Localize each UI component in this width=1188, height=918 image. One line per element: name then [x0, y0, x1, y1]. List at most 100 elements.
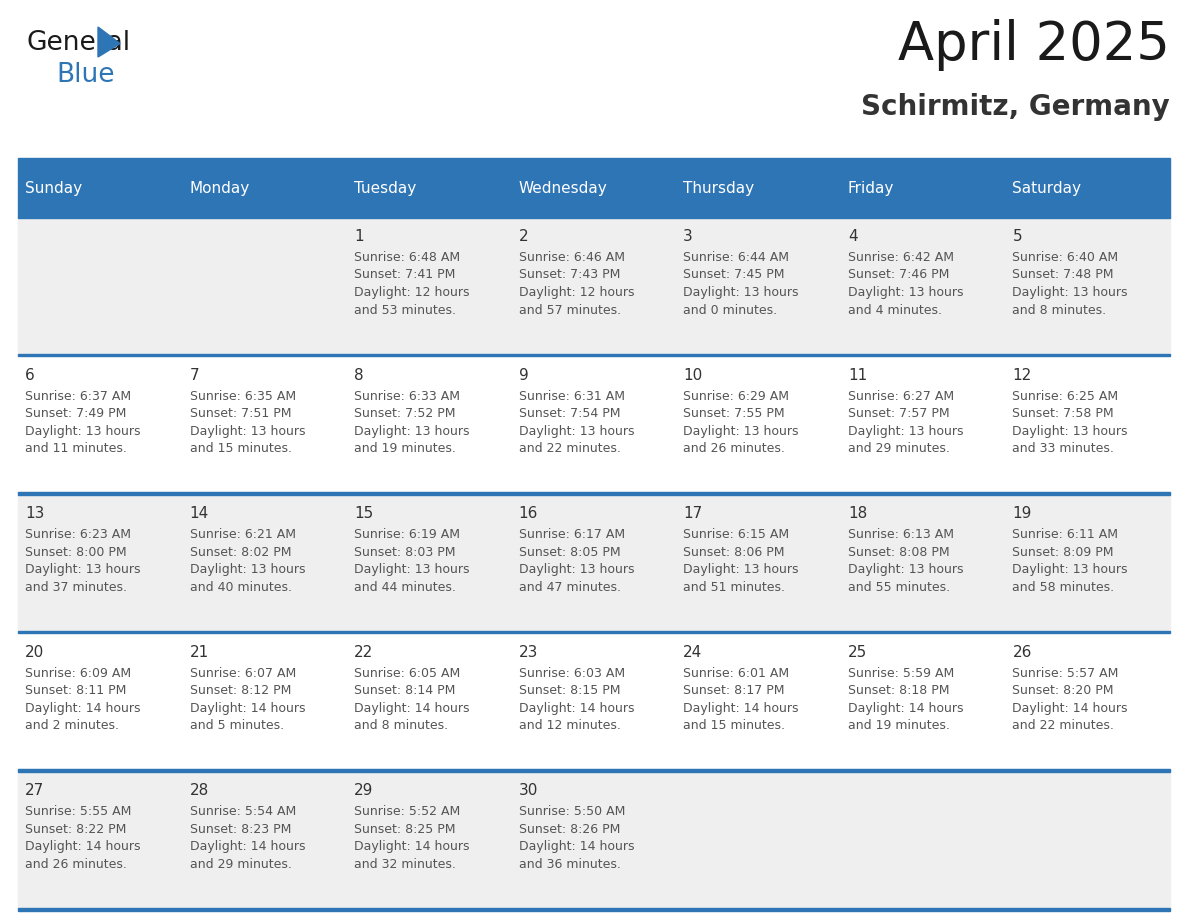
Bar — [512, 163, 676, 215]
Text: 29: 29 — [354, 783, 373, 799]
Bar — [676, 163, 841, 215]
Text: Daylight: 13 hours: Daylight: 13 hours — [25, 425, 140, 438]
Text: 7: 7 — [190, 367, 200, 383]
Text: Sunrise: 6:27 AM: Sunrise: 6:27 AM — [848, 389, 954, 403]
Text: Daylight: 13 hours: Daylight: 13 hours — [519, 425, 634, 438]
Text: Sunset: 8:06 PM: Sunset: 8:06 PM — [683, 545, 785, 559]
Text: 20: 20 — [25, 644, 44, 660]
Text: Sunset: 8:14 PM: Sunset: 8:14 PM — [354, 684, 455, 698]
Text: Sunrise: 6:01 AM: Sunrise: 6:01 AM — [683, 666, 789, 680]
Text: Sunrise: 5:54 AM: Sunrise: 5:54 AM — [190, 805, 296, 819]
Bar — [18, 163, 183, 215]
Text: and 5 minutes.: and 5 minutes. — [190, 720, 284, 733]
Text: Sunset: 7:57 PM: Sunset: 7:57 PM — [848, 407, 949, 420]
Text: Sunset: 8:25 PM: Sunset: 8:25 PM — [354, 823, 456, 836]
Text: Sunset: 7:45 PM: Sunset: 7:45 PM — [683, 268, 785, 282]
Text: 16: 16 — [519, 506, 538, 521]
Text: Daylight: 14 hours: Daylight: 14 hours — [190, 840, 305, 854]
Text: Sunset: 7:51 PM: Sunset: 7:51 PM — [190, 407, 291, 420]
Bar — [18, 158, 1170, 163]
Text: Daylight: 13 hours: Daylight: 13 hours — [1012, 425, 1127, 438]
Text: Sunrise: 6:48 AM: Sunrise: 6:48 AM — [354, 251, 460, 264]
Text: and 11 minutes.: and 11 minutes. — [25, 442, 127, 455]
Text: Daylight: 13 hours: Daylight: 13 hours — [190, 564, 305, 577]
Text: and 15 minutes.: and 15 minutes. — [683, 720, 785, 733]
Bar — [18, 631, 1170, 633]
Text: Daylight: 13 hours: Daylight: 13 hours — [848, 286, 963, 299]
Text: 4: 4 — [848, 229, 858, 244]
Text: Schirmitz, Germany: Schirmitz, Germany — [861, 93, 1170, 121]
Text: Sunset: 7:58 PM: Sunset: 7:58 PM — [1012, 407, 1114, 420]
Text: 8: 8 — [354, 367, 364, 383]
Text: and 15 minutes.: and 15 minutes. — [190, 442, 291, 455]
Text: Daylight: 12 hours: Daylight: 12 hours — [519, 286, 634, 299]
Text: 1: 1 — [354, 229, 364, 244]
Text: and 57 minutes.: and 57 minutes. — [519, 304, 621, 317]
Text: 24: 24 — [683, 644, 702, 660]
Text: Sunset: 8:03 PM: Sunset: 8:03 PM — [354, 545, 456, 559]
Text: and 29 minutes.: and 29 minutes. — [190, 858, 291, 871]
Bar — [183, 163, 347, 215]
Text: Sunrise: 6:29 AM: Sunrise: 6:29 AM — [683, 389, 789, 403]
Bar — [18, 769, 1170, 908]
Text: and 2 minutes.: and 2 minutes. — [25, 720, 119, 733]
Bar — [18, 492, 1170, 495]
Text: 17: 17 — [683, 506, 702, 521]
Text: 28: 28 — [190, 783, 209, 799]
Text: Sunrise: 6:17 AM: Sunrise: 6:17 AM — [519, 528, 625, 542]
Text: and 22 minutes.: and 22 minutes. — [519, 442, 620, 455]
Text: 13: 13 — [25, 506, 44, 521]
Text: Sunrise: 5:59 AM: Sunrise: 5:59 AM — [848, 666, 954, 680]
Text: Monday: Monday — [190, 182, 249, 196]
Text: and 22 minutes.: and 22 minutes. — [1012, 720, 1114, 733]
Text: Daylight: 12 hours: Daylight: 12 hours — [354, 286, 469, 299]
Text: 12: 12 — [1012, 367, 1031, 383]
Bar — [18, 908, 1170, 911]
Text: Daylight: 13 hours: Daylight: 13 hours — [848, 425, 963, 438]
Text: Sunrise: 6:33 AM: Sunrise: 6:33 AM — [354, 389, 460, 403]
Text: Daylight: 13 hours: Daylight: 13 hours — [683, 564, 798, 577]
Text: Sunrise: 5:57 AM: Sunrise: 5:57 AM — [1012, 666, 1119, 680]
Bar — [18, 353, 1170, 492]
Text: Sunset: 8:18 PM: Sunset: 8:18 PM — [848, 684, 949, 698]
Text: Daylight: 13 hours: Daylight: 13 hours — [354, 564, 469, 577]
Text: Sunset: 7:46 PM: Sunset: 7:46 PM — [848, 268, 949, 282]
Text: and 55 minutes.: and 55 minutes. — [848, 581, 950, 594]
Text: 23: 23 — [519, 644, 538, 660]
Text: 19: 19 — [1012, 506, 1032, 521]
Text: and 29 minutes.: and 29 minutes. — [848, 442, 949, 455]
Text: and 0 minutes.: and 0 minutes. — [683, 304, 777, 317]
Text: Sunset: 7:49 PM: Sunset: 7:49 PM — [25, 407, 126, 420]
Text: and 51 minutes.: and 51 minutes. — [683, 581, 785, 594]
Text: and 58 minutes.: and 58 minutes. — [1012, 581, 1114, 594]
Bar — [347, 163, 512, 215]
Bar — [18, 631, 1170, 769]
Text: Thursday: Thursday — [683, 182, 754, 196]
Text: Sunrise: 6:31 AM: Sunrise: 6:31 AM — [519, 389, 625, 403]
Text: Sunrise: 6:11 AM: Sunrise: 6:11 AM — [1012, 528, 1118, 542]
Text: Sunset: 8:09 PM: Sunset: 8:09 PM — [1012, 545, 1114, 559]
Text: Sunset: 8:02 PM: Sunset: 8:02 PM — [190, 545, 291, 559]
Text: and 36 minutes.: and 36 minutes. — [519, 858, 620, 871]
Text: Daylight: 14 hours: Daylight: 14 hours — [354, 840, 469, 854]
Text: 14: 14 — [190, 506, 209, 521]
Text: Sunrise: 6:35 AM: Sunrise: 6:35 AM — [190, 389, 296, 403]
Text: and 8 minutes.: and 8 minutes. — [1012, 304, 1106, 317]
Text: Sunrise: 5:52 AM: Sunrise: 5:52 AM — [354, 805, 461, 819]
Text: and 32 minutes.: and 32 minutes. — [354, 858, 456, 871]
Text: and 47 minutes.: and 47 minutes. — [519, 581, 620, 594]
Text: 2: 2 — [519, 229, 529, 244]
Text: Sunset: 8:15 PM: Sunset: 8:15 PM — [519, 684, 620, 698]
Bar — [18, 492, 1170, 631]
Text: Sunset: 7:48 PM: Sunset: 7:48 PM — [1012, 268, 1114, 282]
Text: and 26 minutes.: and 26 minutes. — [25, 858, 127, 871]
Text: and 53 minutes.: and 53 minutes. — [354, 304, 456, 317]
Text: Sunset: 8:22 PM: Sunset: 8:22 PM — [25, 823, 126, 836]
Text: and 37 minutes.: and 37 minutes. — [25, 581, 127, 594]
Text: Sunset: 7:43 PM: Sunset: 7:43 PM — [519, 268, 620, 282]
Text: Sunset: 8:11 PM: Sunset: 8:11 PM — [25, 684, 126, 698]
Text: Sunset: 8:20 PM: Sunset: 8:20 PM — [1012, 684, 1114, 698]
Text: 21: 21 — [190, 644, 209, 660]
Text: Sunrise: 6:07 AM: Sunrise: 6:07 AM — [190, 666, 296, 680]
Text: Sunrise: 6:21 AM: Sunrise: 6:21 AM — [190, 528, 296, 542]
